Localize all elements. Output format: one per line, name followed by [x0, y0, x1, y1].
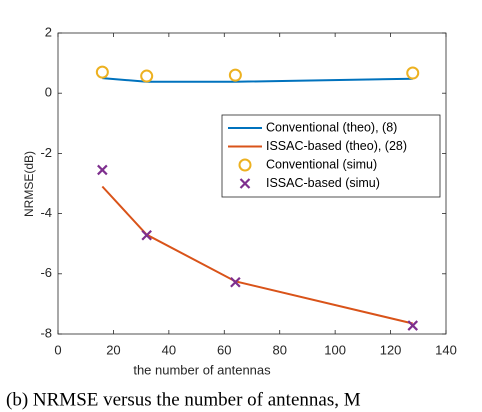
data-point	[95, 65, 109, 79]
x-tick-label: 0	[54, 342, 61, 357]
legend-swatch	[238, 158, 252, 172]
data-point	[141, 229, 152, 241]
x-tick-label: 40	[162, 342, 176, 357]
data-point	[407, 320, 419, 331]
data-point	[406, 66, 420, 80]
series-line	[101, 185, 413, 325]
legend-swatch	[239, 178, 251, 189]
x-axis-label: the number of antennas	[133, 362, 271, 377]
y-tick-label: -8	[40, 325, 52, 340]
x-tick-label: 120	[380, 342, 402, 357]
legend-label: Conventional (theo), (8)	[266, 120, 397, 134]
y-tick-label: 0	[45, 85, 52, 100]
data-point	[228, 68, 242, 82]
x-tick-label: 60	[217, 342, 231, 357]
data-point	[140, 69, 154, 83]
caption: (b) NRMSE versus the number of antennas,…	[6, 389, 361, 410]
legend-label: ISSAC-based (theo), (28)	[266, 139, 407, 153]
legend-label: ISSAC-based (simu)	[266, 176, 380, 190]
series-line	[102, 77, 413, 83]
y-axis-label: NRMSE(dB)	[22, 151, 36, 217]
data-point	[97, 164, 108, 176]
x-tick-label: 100	[324, 342, 346, 357]
y-tick-label: -2	[40, 145, 52, 160]
y-tick-label: -6	[40, 265, 52, 280]
x-tick-label: 20	[106, 342, 120, 357]
y-tick-label: -4	[40, 205, 52, 220]
data-point	[230, 276, 241, 288]
x-tick-label: 140	[435, 342, 457, 357]
legend-label: Conventional (simu)	[266, 157, 377, 171]
x-tick-label: 80	[272, 342, 286, 357]
y-tick-label: 2	[45, 24, 52, 39]
